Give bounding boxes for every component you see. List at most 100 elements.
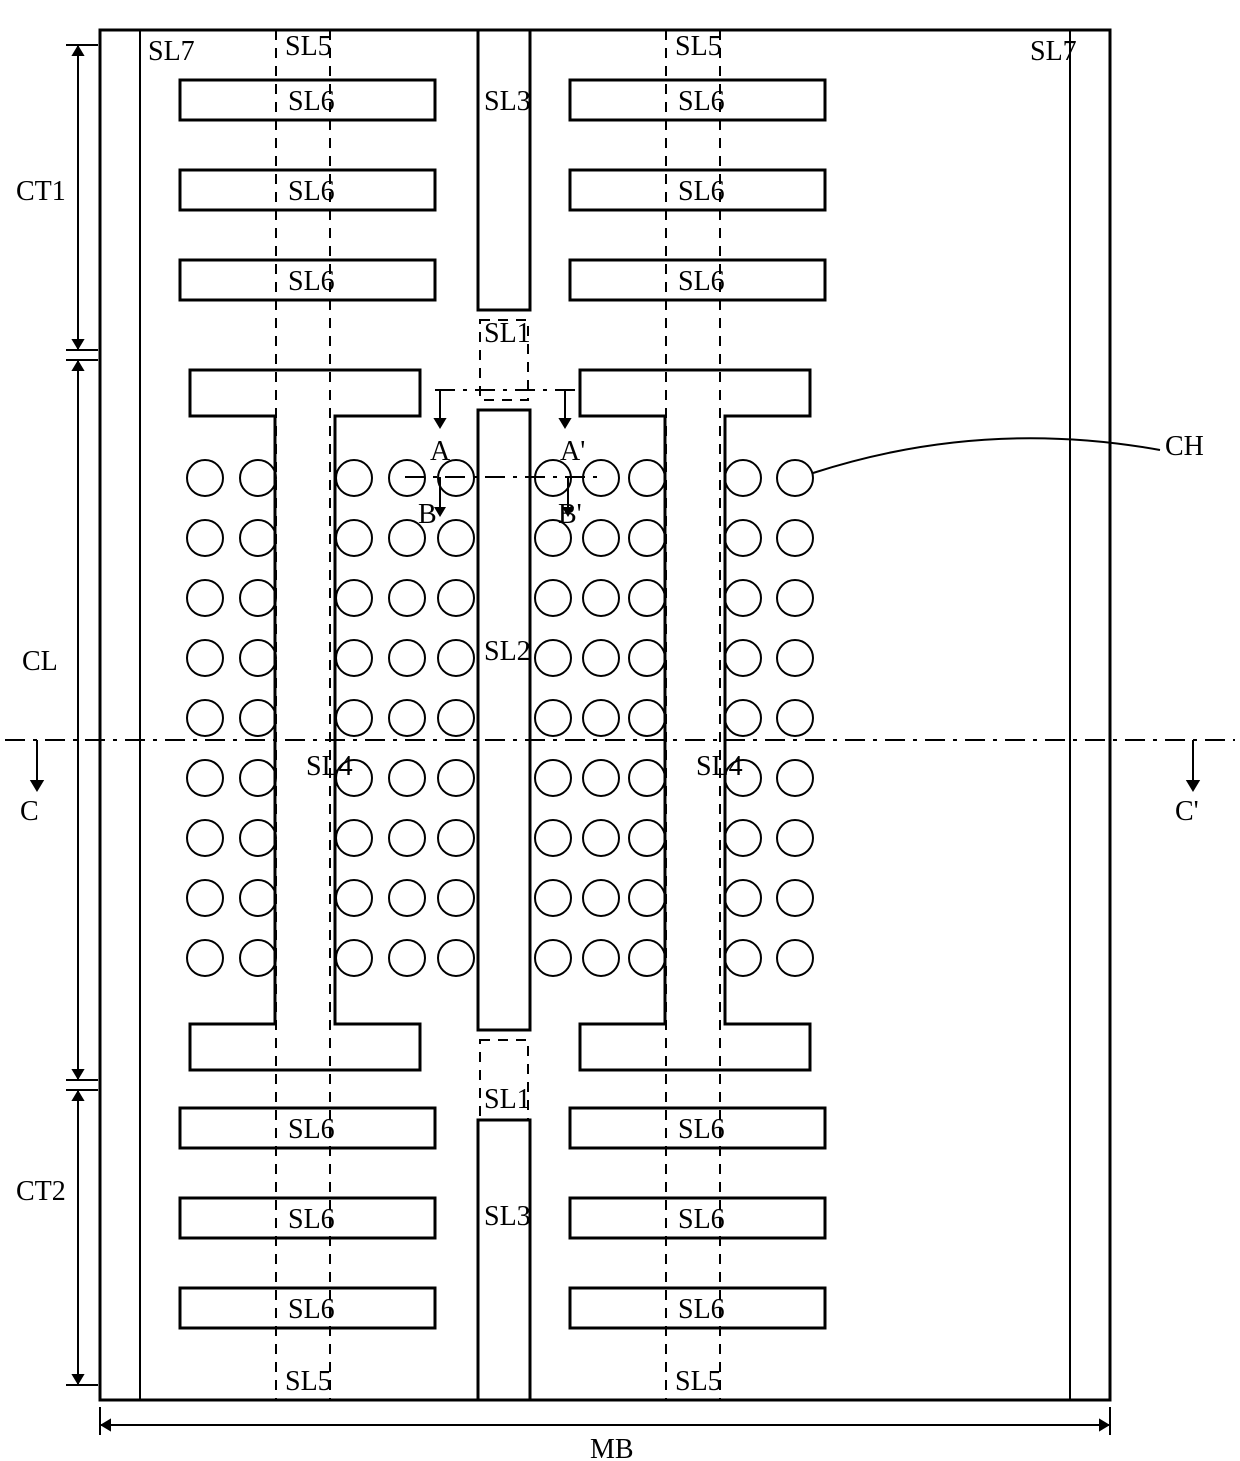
ch-hole-8-2 — [336, 940, 372, 976]
ch-hole-4-5 — [535, 700, 571, 736]
ch-hole-2-7 — [629, 580, 665, 616]
ch-hole-1-2 — [336, 520, 372, 556]
ch-hole-8-7 — [629, 940, 665, 976]
ch-hole-7-4 — [438, 880, 474, 916]
ch-hole-6-6 — [583, 820, 619, 856]
ch-hole-5-7 — [629, 760, 665, 796]
ch-hole-5-9 — [777, 760, 813, 796]
sl6-label-1-3: SL6 — [678, 1114, 725, 1145]
sl6-label-1-2: SL6 — [678, 266, 725, 297]
ch-hole-1-7 — [629, 520, 665, 556]
ch-hole-1-9 — [777, 520, 813, 556]
ch-hole-2-0 — [187, 580, 223, 616]
ch-hole-8-9 — [777, 940, 813, 976]
label-Bp: B' — [558, 499, 582, 530]
ch-hole-5-4 — [438, 760, 474, 796]
ch-hole-3-7 — [629, 640, 665, 676]
sl6-label-1-5: SL6 — [678, 1294, 725, 1325]
ch-hole-7-2 — [336, 880, 372, 916]
ch-hole-7-1 — [240, 880, 276, 916]
ibeam-1 — [580, 370, 810, 1070]
ch-hole-4-7 — [629, 700, 665, 736]
sl6-label-1-1: SL6 — [678, 176, 725, 207]
ch-hole-2-2 — [336, 580, 372, 616]
sl6-label-0-0: SL6 — [288, 86, 335, 117]
ch-hole-3-9 — [777, 640, 813, 676]
ch-hole-0-8 — [725, 460, 761, 496]
ch-hole-8-4 — [438, 940, 474, 976]
ch-hole-5-0 — [187, 760, 223, 796]
sl6-label-1-0: SL6 — [678, 86, 725, 117]
ch-leader — [813, 438, 1160, 473]
label-SL7_right: SL7 — [1030, 36, 1077, 67]
outer-boundary — [100, 30, 1110, 1400]
label-SL1_top: SL1 — [484, 318, 531, 349]
label-SL7_left: SL7 — [148, 36, 195, 67]
ch-hole-8-6 — [583, 940, 619, 976]
ch-hole-1-8 — [725, 520, 761, 556]
ch-hole-5-5 — [535, 760, 571, 796]
label-SL3_bot: SL3 — [484, 1201, 531, 1232]
ch-hole-2-9 — [777, 580, 813, 616]
label-B: B — [418, 499, 437, 530]
ch-hole-6-2 — [336, 820, 372, 856]
ch-hole-3-8 — [725, 640, 761, 676]
ch-hole-3-2 — [336, 640, 372, 676]
ch-hole-5-1 — [240, 760, 276, 796]
sl6-label-1-4: SL6 — [678, 1204, 725, 1235]
ch-hole-2-4 — [438, 580, 474, 616]
sl6-label-0-4: SL6 — [288, 1204, 335, 1235]
ch-hole-0-9 — [777, 460, 813, 496]
label-SL5_top_L: SL5 — [285, 31, 332, 62]
label-CT2: CT2 — [16, 1176, 66, 1207]
ch-hole-7-3 — [389, 880, 425, 916]
ch-hole-7-6 — [583, 880, 619, 916]
label-CH: CH — [1165, 431, 1204, 462]
ch-hole-4-3 — [389, 700, 425, 736]
ch-hole-2-5 — [535, 580, 571, 616]
label-SL3_top: SL3 — [484, 86, 531, 117]
ch-hole-0-1 — [240, 460, 276, 496]
ch-hole-0-7 — [629, 460, 665, 496]
label-SL1_bot: SL1 — [484, 1084, 531, 1115]
ch-hole-4-0 — [187, 700, 223, 736]
ch-hole-8-8 — [725, 940, 761, 976]
ch-hole-6-1 — [240, 820, 276, 856]
label-Ap: A' — [560, 436, 585, 467]
sl3-top — [478, 30, 530, 310]
ch-hole-7-7 — [629, 880, 665, 916]
ch-hole-7-8 — [725, 880, 761, 916]
ch-hole-1-4 — [438, 520, 474, 556]
ch-hole-3-3 — [389, 640, 425, 676]
ch-hole-4-2 — [336, 700, 372, 736]
label-SL5_bot_R: SL5 — [675, 1366, 722, 1397]
sl6-label-0-1: SL6 — [288, 176, 335, 207]
ch-hole-4-8 — [725, 700, 761, 736]
label-Cp: C' — [1175, 796, 1199, 827]
ch-hole-6-3 — [389, 820, 425, 856]
label-CL: CL — [22, 646, 58, 677]
ch-hole-0-6 — [583, 460, 619, 496]
ch-hole-8-5 — [535, 940, 571, 976]
ch-hole-8-1 — [240, 940, 276, 976]
ch-hole-2-3 — [389, 580, 425, 616]
ch-hole-2-6 — [583, 580, 619, 616]
label-SL4_R: SL4 — [696, 751, 743, 782]
sl3-bottom — [478, 1120, 530, 1400]
label-SL5_top_R: SL5 — [675, 31, 722, 62]
ch-hole-6-0 — [187, 820, 223, 856]
ch-hole-3-4 — [438, 640, 474, 676]
ch-hole-4-9 — [777, 700, 813, 736]
ch-hole-1-1 — [240, 520, 276, 556]
ch-hole-2-1 — [240, 580, 276, 616]
label-SL5_bot_L: SL5 — [285, 1366, 332, 1397]
label-A: A — [430, 436, 451, 467]
ch-hole-5-3 — [389, 760, 425, 796]
ibeam-0 — [190, 370, 420, 1070]
ch-hole-7-9 — [777, 880, 813, 916]
ch-hole-6-7 — [629, 820, 665, 856]
ch-hole-6-9 — [777, 820, 813, 856]
ch-hole-4-4 — [438, 700, 474, 736]
ch-hole-3-1 — [240, 640, 276, 676]
label-CT1: CT1 — [16, 176, 66, 207]
